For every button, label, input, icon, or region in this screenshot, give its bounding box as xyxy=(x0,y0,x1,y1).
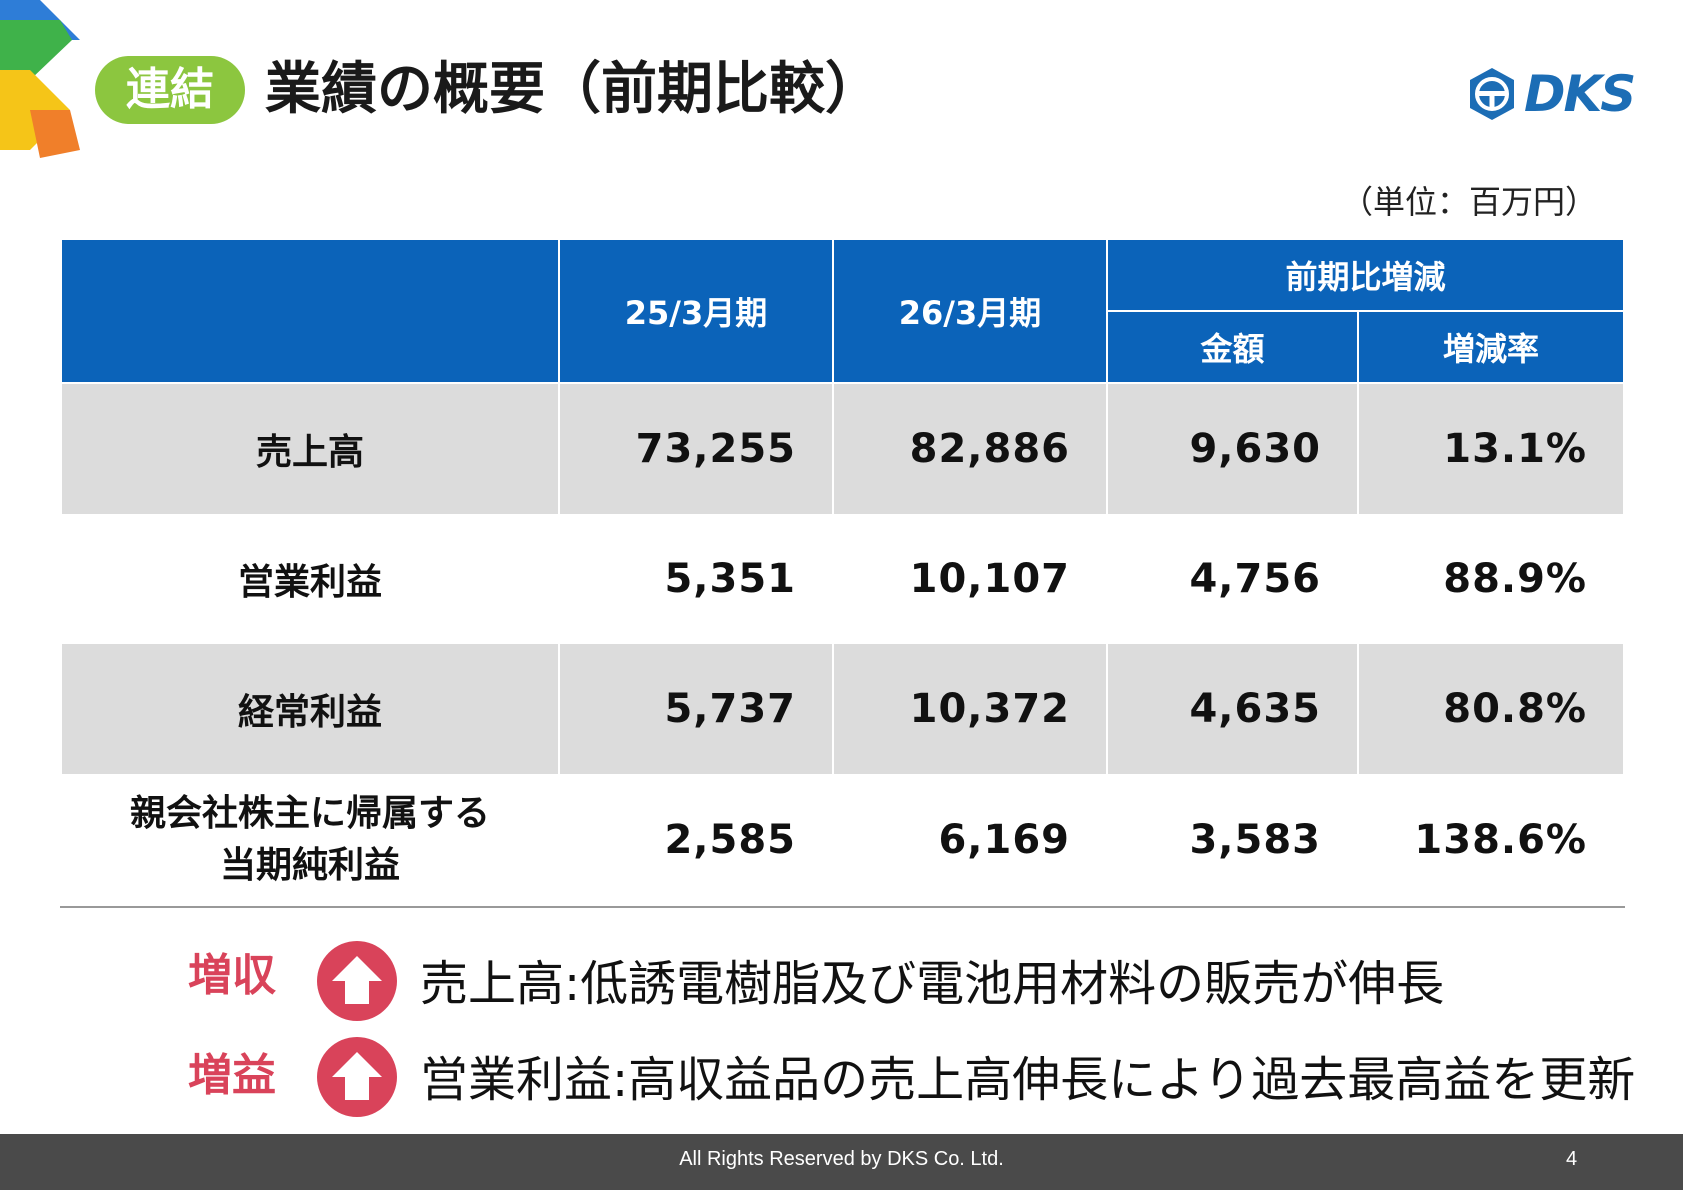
cell-curr: 82,886 xyxy=(832,383,1108,514)
header-amount: 金額 xyxy=(1106,310,1359,384)
cell-curr: 10,372 xyxy=(832,644,1108,774)
header-prev-period: 25/3月期 xyxy=(558,238,834,384)
header-rate: 増減率 xyxy=(1356,310,1626,384)
cell-prev: 2,585 xyxy=(558,774,834,908)
unit-note: （単位：百万円） xyxy=(1340,183,1597,221)
note-tag-revenue-up: 増収 xyxy=(188,950,276,1001)
page-number: 4 xyxy=(1566,1148,1578,1170)
row-label-line1: 親会社株主に帰属する xyxy=(129,793,490,834)
up-arrow-icon xyxy=(317,941,397,1021)
cell-rate: 80.8% xyxy=(1356,644,1626,774)
corner-decoration xyxy=(0,0,80,158)
page-title: 業績の概要（前期比較） xyxy=(265,57,881,122)
cell-prev: 5,351 xyxy=(558,514,834,644)
note-text-profit: 営業利益:高収益品の売上高伸長により過去最高益を更新 xyxy=(420,1052,1636,1108)
cell-rate: 138.6% xyxy=(1356,774,1626,908)
row-label: 経常利益 xyxy=(60,644,560,774)
header-curr-period: 26/3月期 xyxy=(832,238,1108,384)
row-label: 売上高 xyxy=(60,383,560,514)
table-row-sales: 売上高 73,255 82,886 9,630 13.1% xyxy=(60,383,1626,514)
footer-bar: All Rights Reserved by DKS Co. Ltd. 4 xyxy=(0,1134,1683,1190)
cell-prev: 73,255 xyxy=(558,383,834,514)
note-text-revenue: 売上高:低誘電樹脂及び電池用材料の販売が伸長 xyxy=(420,956,1445,1012)
cell-amount: 4,756 xyxy=(1106,514,1359,644)
company-logo-text: DKS xyxy=(1524,65,1636,123)
header-change-group: 前期比増減 xyxy=(1105,238,1626,312)
cell-curr: 6,169 xyxy=(832,774,1108,908)
row-label: 親会社株主に帰属する 当期純利益 xyxy=(60,774,560,908)
dks-logo-icon xyxy=(1470,68,1514,120)
table-row-net-income: 親会社株主に帰属する 当期純利益 2,585 6,169 3,583 138.6… xyxy=(60,774,1626,908)
cell-amount: 9,630 xyxy=(1106,383,1359,514)
header-blank-cell xyxy=(60,238,560,384)
row-label: 営業利益 xyxy=(60,514,560,644)
copyright-text: All Rights Reserved by DKS Co. Ltd. xyxy=(679,1148,1004,1170)
note-tag-profit-up: 増益 xyxy=(188,1050,276,1101)
table-row-operating-profit: 営業利益 5,351 10,107 4,756 88.9% xyxy=(60,514,1626,644)
up-arrow-icon xyxy=(317,1037,397,1117)
cell-rate: 13.1% xyxy=(1356,383,1626,514)
table-row-ordinary-profit: 経常利益 5,737 10,372 4,635 80.8% xyxy=(60,644,1626,774)
cell-prev: 5,737 xyxy=(558,644,834,774)
cell-rate: 88.9% xyxy=(1356,514,1626,644)
cell-curr: 10,107 xyxy=(832,514,1108,644)
consolidated-badge: 連結 xyxy=(95,56,245,124)
cell-amount: 3,583 xyxy=(1106,774,1359,908)
row-label-line2: 当期純利益 xyxy=(219,845,400,886)
results-table: 25/3月期 26/3月期 前期比増減 金額 増減率 売上高 73,255 82… xyxy=(60,238,1626,908)
cell-amount: 4,635 xyxy=(1106,644,1359,774)
